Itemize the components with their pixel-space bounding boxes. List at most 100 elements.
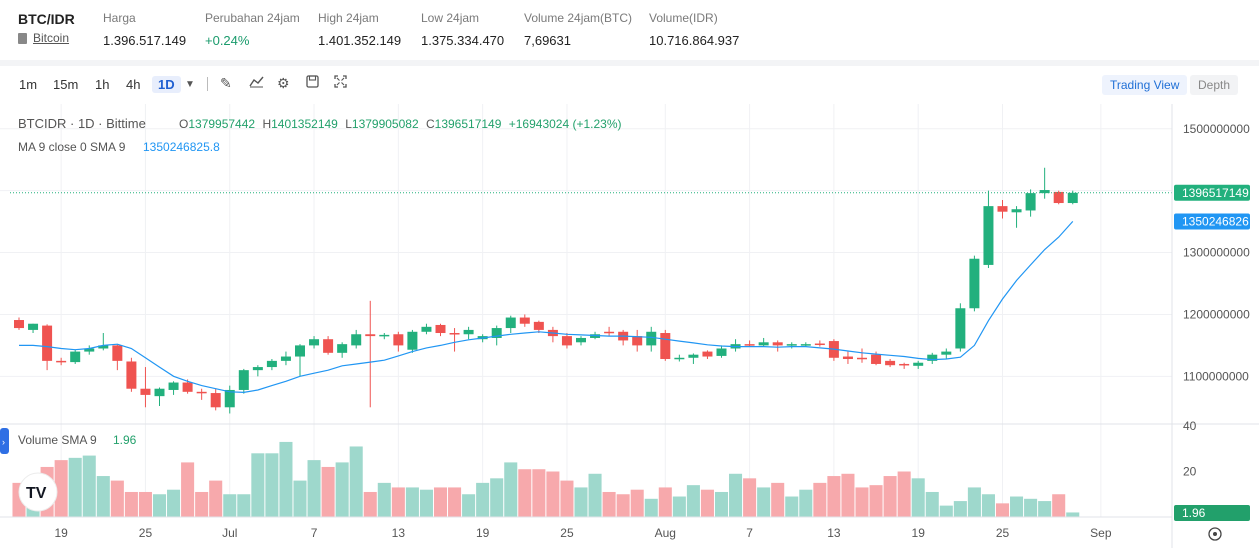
volume-bar [504,462,518,517]
coin-link[interactable]: Bitcoin [33,31,70,45]
legend-c-label: C [426,117,435,131]
legend-h-value: 1401352149 [271,117,338,131]
candle-body [899,363,910,366]
volume-bar [405,487,419,517]
draw-icon[interactable]: ✎ [220,75,232,91]
candle [1053,190,1064,205]
candle [786,342,797,349]
volume-bar [321,466,335,517]
volume-bar [237,494,251,517]
coin-link-row[interactable]: Bitcoin [18,31,75,45]
candle-body [295,345,305,357]
candle [772,340,783,352]
candle [857,348,867,363]
candle [266,359,277,371]
tradingview-logo[interactable]: TV [18,472,58,512]
candle-body [941,351,952,355]
volume-bar [897,471,911,517]
legend-o-value: 1379957442 [188,117,255,131]
timeframe-4h[interactable]: 4h [126,77,141,92]
candle [519,314,530,327]
time-tick-label: 7 [311,526,318,540]
volume-bar [939,505,953,517]
volume-bar [138,491,152,517]
candle-body [28,323,39,330]
volume-bar [995,503,1010,517]
candle-body [1011,209,1022,213]
candle [842,351,853,364]
candle-body [84,348,95,352]
legend-change: +16943024 (+1.23%) [509,117,622,131]
chevron-right-icon[interactable]: › [2,437,5,447]
fullscreen-icon[interactable] [334,75,347,91]
coin-icon [18,32,27,44]
candle [112,344,123,371]
volume-bar [1066,512,1080,517]
volume-bar [574,487,588,517]
candle-body [210,393,221,408]
time-tick-label: 13 [827,526,841,540]
candle-body [660,333,671,360]
stat-label: Volume(IDR) [649,11,718,25]
volume-bar [925,491,939,517]
candle-body [491,328,502,338]
timeframe-1d[interactable]: 1D [152,76,181,93]
time-axis-settings-icon[interactable] [1208,527,1222,541]
candle [547,326,558,343]
candle [969,255,980,312]
price-chart[interactable]: 1100000000120000000013000000001400000000… [0,104,1259,548]
stat-value: 1.396.517.149 [103,33,187,48]
timeframe-1h[interactable]: 1h [95,77,110,92]
legend-o-label: O [179,117,188,131]
indicators-icon[interactable] [249,75,264,91]
candle-body [983,206,994,265]
trading-view-button[interactable]: Trading View [1102,75,1188,95]
candle [154,387,165,407]
time-tick-label: Sep [1090,526,1112,540]
candle [997,199,1008,219]
volume-bar [602,491,616,517]
volume-bar [209,480,223,517]
candle-body [323,339,334,353]
candle [576,336,586,346]
volume-bar [911,478,925,517]
save-icon[interactable] [306,75,319,91]
candle-body [997,206,1008,212]
candle [70,349,81,364]
caret-down-icon[interactable]: ▼ [185,79,195,90]
volume-bar [363,491,377,517]
volume-bar [54,460,68,517]
candle [646,326,657,352]
price-tick-label: 1300000000 [1183,246,1250,260]
candle [309,336,320,349]
candle-body [955,308,966,349]
candle [280,351,291,366]
stat-value: 10.716.864.937 [649,33,740,48]
volume-bar [462,494,476,517]
settings-icon[interactable]: ⚙ [277,75,290,91]
depth-button[interactable]: Depth [1190,75,1239,95]
volume-bar [181,462,195,517]
volume-bar [349,446,363,517]
candle-body [800,344,811,346]
legend-l-value: 1379905082 [352,117,419,131]
volume-bars [12,441,1080,517]
candle [351,329,362,349]
candle-body [140,388,151,395]
sidebar-toggle[interactable]: › [0,428,9,454]
timeframe-15m[interactable]: 15m [53,77,79,92]
candle-body [590,334,601,338]
candle-body [786,344,797,346]
stat-change: Perubahan 24jam +0.24% [205,11,300,48]
candle-body [182,382,193,392]
volume-bar [686,485,700,517]
volume-bar [1038,501,1052,517]
volume-bar [658,487,672,517]
legend-ohlc: O1379957442 H1401352149 L1379905082 C139… [179,117,622,131]
volume-bar [1052,494,1066,517]
time-tick-label: 25 [139,526,153,540]
candle-body [112,345,123,361]
volume-bar [433,487,448,517]
candle-body [1067,192,1078,204]
timeframe-1m[interactable]: 1m [19,77,38,92]
